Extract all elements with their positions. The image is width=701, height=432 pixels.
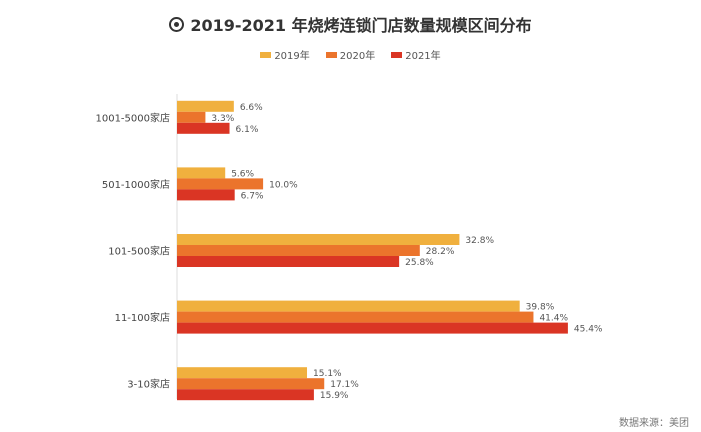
category-label: 3-10家店 bbox=[127, 378, 170, 391]
category-label: 1001-5000家店 bbox=[95, 111, 170, 124]
chart-title-text: 2019-2021 年烧烤连锁门店数量规模区间分布 bbox=[190, 16, 532, 35]
legend-label: 2020年 bbox=[339, 51, 376, 62]
data-label: 10.0% bbox=[269, 180, 298, 190]
legend-label: 2019年 bbox=[274, 51, 310, 62]
data-label: 41.4% bbox=[539, 314, 568, 324]
legend-swatch bbox=[391, 52, 403, 58]
legend-swatch bbox=[260, 52, 272, 58]
bar bbox=[177, 122, 230, 134]
target-icon bbox=[169, 17, 185, 32]
bar bbox=[177, 100, 234, 112]
data-label: 15.9% bbox=[320, 391, 349, 401]
data-label: 15.1% bbox=[313, 369, 342, 379]
data-label: 6.7% bbox=[241, 191, 264, 201]
chart-title: 2019-2021 年烧烤连锁门店数量规模区间分布 bbox=[0, 12, 701, 36]
bar bbox=[177, 311, 534, 323]
bar bbox=[177, 167, 226, 179]
data-label: 25.8% bbox=[405, 258, 434, 268]
legend-item: 2021年 bbox=[391, 47, 441, 62]
bar bbox=[177, 178, 264, 190]
bar bbox=[177, 367, 308, 379]
bar bbox=[177, 111, 206, 123]
legend-item: 2020年 bbox=[325, 47, 376, 62]
data-label: 5.6% bbox=[231, 169, 254, 179]
bar bbox=[177, 300, 520, 312]
category-label: 11-100家店 bbox=[115, 311, 170, 324]
data-label: 6.6% bbox=[240, 103, 263, 113]
legend-swatch bbox=[325, 52, 337, 58]
legend: 2019年 2020年 2021年 bbox=[0, 47, 701, 62]
legend-label: 2021年 bbox=[405, 51, 441, 62]
bar bbox=[177, 245, 420, 256]
data-label: 6.1% bbox=[236, 125, 259, 135]
bar bbox=[177, 378, 325, 390]
data-label: 28.2% bbox=[426, 247, 455, 257]
bar bbox=[177, 389, 314, 401]
bar bbox=[177, 189, 235, 201]
data-label: 3.3% bbox=[211, 114, 234, 124]
bar bbox=[177, 322, 568, 334]
data-label: 17.1% bbox=[330, 380, 359, 390]
bar bbox=[177, 234, 460, 245]
data-label: 32.8% bbox=[465, 236, 494, 246]
category-label: 101-500家店 bbox=[108, 245, 170, 258]
source-note: 数据来源：美团 bbox=[619, 418, 689, 429]
category-label: 501-1000家店 bbox=[102, 178, 170, 191]
legend-item: 2019年 bbox=[260, 47, 310, 62]
data-label: 45.4% bbox=[574, 325, 603, 335]
bar bbox=[177, 256, 400, 267]
data-label: 39.8% bbox=[526, 303, 555, 313]
